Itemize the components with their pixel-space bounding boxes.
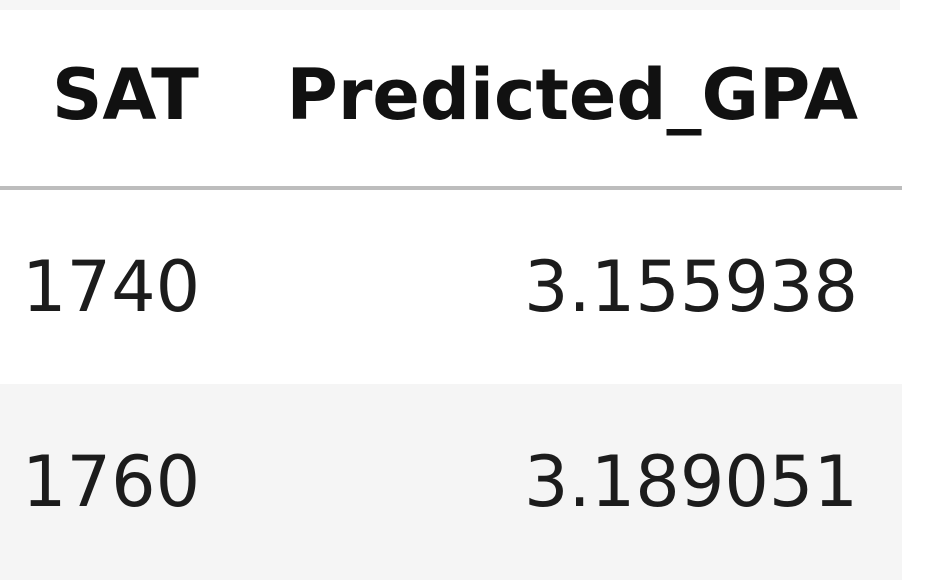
cell-predicted-gpa: 3.155938 — [523, 246, 858, 328]
cell-sat: 1760 — [22, 441, 201, 523]
table-header: SAT Predicted_GPA — [0, 0, 902, 190]
cell-predicted-gpa: 3.189051 — [523, 441, 858, 523]
table-row: 1740 3.155938 — [0, 188, 902, 384]
header-row: SAT Predicted_GPA — [0, 0, 902, 190]
column-header-predicted-gpa: Predicted_GPA — [240, 0, 902, 190]
table-body: 1740 3.155938 1760 3.189051 — [0, 188, 902, 580]
column-header-sat: SAT — [0, 0, 240, 190]
table-row: 1760 3.189051 — [0, 384, 902, 580]
cell-sat: 1740 — [22, 246, 201, 328]
dataframe-table: SAT Predicted_GPA 1740 3.155938 1760 3.1… — [0, 0, 902, 580]
